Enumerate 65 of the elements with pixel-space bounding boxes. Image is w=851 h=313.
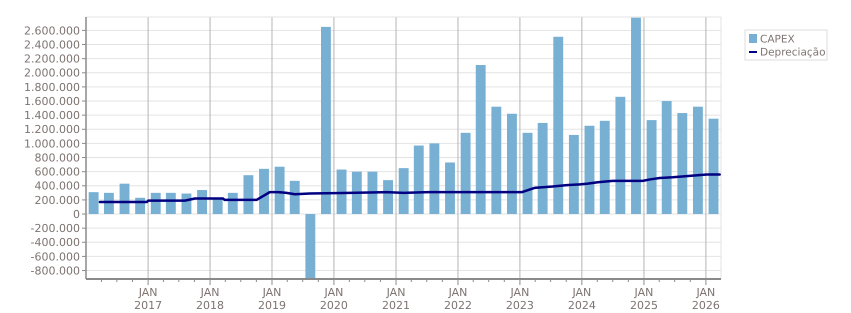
y-tick-label: 1.400.000 xyxy=(24,109,80,122)
y-tick-label: 2.000.000 xyxy=(24,66,80,80)
x-tick-label: JAN 2021 xyxy=(382,286,410,312)
x-tick-label: JAN 2022 xyxy=(444,286,472,312)
bar xyxy=(305,214,316,279)
bar xyxy=(631,18,641,214)
bar xyxy=(336,170,347,214)
y-tick-label: 800.000 xyxy=(34,151,80,164)
y-tick-label: 200.000 xyxy=(34,194,80,207)
bar xyxy=(321,26,331,214)
bar xyxy=(445,162,455,214)
bar xyxy=(662,101,672,214)
y-tick-label: -400.000 xyxy=(30,236,80,250)
bar xyxy=(646,120,657,214)
y-tick-label: 1.200.000 xyxy=(24,123,80,136)
bar xyxy=(584,126,594,214)
y-tick-label: 2.600.000 xyxy=(24,24,80,38)
bar xyxy=(243,175,254,214)
y-tick-label: 600.000 xyxy=(34,166,80,179)
y-tick-label: 2.200.000 xyxy=(24,52,80,66)
bar xyxy=(600,120,610,214)
bar xyxy=(568,134,579,214)
bar xyxy=(352,172,362,214)
bar xyxy=(274,166,285,214)
y-tick-label: 1.600.000 xyxy=(24,94,80,108)
x-tick-label: JAN 2020 xyxy=(320,286,348,312)
x-tick-label: JAN 2026 xyxy=(692,286,720,312)
bar xyxy=(212,198,223,214)
y-tick-label: 0 xyxy=(73,208,80,221)
legend-label: Depreciação xyxy=(760,46,826,59)
bar xyxy=(708,118,718,214)
y-tick-label: 400.000 xyxy=(34,180,80,193)
line-series xyxy=(98,173,721,204)
bar xyxy=(259,168,269,214)
bar xyxy=(522,132,532,214)
bar xyxy=(677,113,688,214)
bar xyxy=(538,122,548,214)
x-tick-label: JAN 2025 xyxy=(630,286,658,312)
x-tick-label: JAN 2018 xyxy=(196,286,224,312)
bar xyxy=(398,168,409,214)
y-tick-label: -800.000 xyxy=(30,264,80,278)
y-tick-label: 1.000.000 xyxy=(24,137,80,150)
y-tick-label: 1.800.000 xyxy=(24,80,80,94)
bar xyxy=(460,132,471,214)
bar xyxy=(553,36,564,214)
y-tick-label: 2.400.000 xyxy=(24,38,80,52)
bar xyxy=(88,192,99,214)
x-tick-label: JAN 2017 xyxy=(134,286,162,312)
bar xyxy=(615,96,626,214)
bar xyxy=(491,106,502,214)
bar xyxy=(120,184,130,214)
bar xyxy=(506,114,517,214)
x-tick-label: JAN 2023 xyxy=(506,286,534,312)
x-tick-label: JAN 2019 xyxy=(258,286,286,312)
x-tick-label: JAN 2024 xyxy=(568,286,596,312)
bar xyxy=(368,172,378,214)
bar xyxy=(414,146,424,214)
legend-label: CAPEX xyxy=(760,34,795,46)
bar xyxy=(383,180,393,214)
bar xyxy=(692,106,703,214)
bar xyxy=(476,65,486,214)
bar xyxy=(429,143,440,214)
y-tick-label: -200.000 xyxy=(30,222,80,236)
y-tick-label: -600.000 xyxy=(30,250,80,264)
bar xyxy=(197,190,208,214)
